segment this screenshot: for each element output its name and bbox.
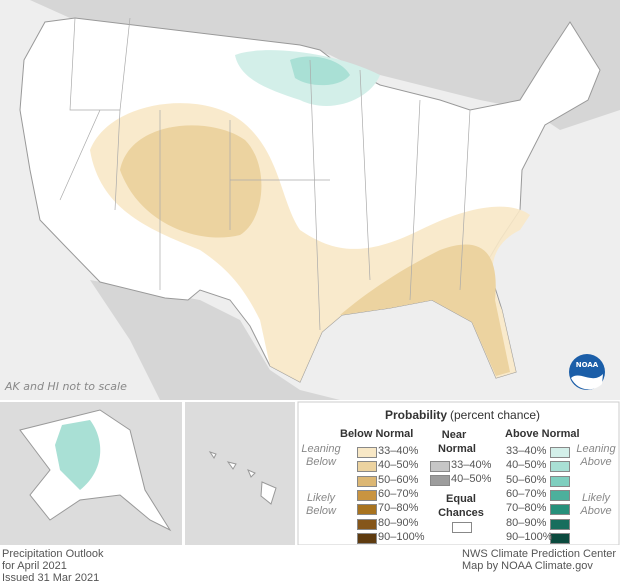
hawaii-panel	[185, 402, 295, 545]
map-note: AK and HI not to scale	[4, 380, 127, 393]
swatch	[357, 504, 377, 516]
range-label: 33–40%	[506, 445, 547, 457]
side-label: Leaning Below	[301, 443, 341, 468]
range-label: 50–60%	[506, 473, 547, 486]
swatch	[550, 504, 570, 516]
canada	[30, 0, 620, 130]
range-label: 60–70%	[378, 487, 419, 500]
noaa-logo: NOAA	[569, 354, 605, 390]
hawaii	[208, 451, 277, 505]
swatch	[550, 447, 570, 458]
range-label: 33–40%	[378, 445, 419, 457]
swatch	[357, 475, 377, 487]
swatch	[452, 522, 472, 533]
above-40-50	[290, 56, 350, 86]
range-label: 40–50%	[378, 459, 419, 472]
range-label: 33–40%	[451, 459, 492, 471]
footer-line: Issued 31 Mar 2021	[2, 572, 100, 584]
range-label: 50–60%	[378, 473, 419, 486]
header: Above Normal	[505, 428, 580, 440]
swatch	[357, 461, 377, 473]
swatch	[430, 461, 450, 472]
logo-wave	[571, 374, 603, 390]
side-label: Likely Above	[580, 492, 612, 517]
footer-line: Map by NOAA Climate.gov	[462, 560, 593, 572]
alaska-above	[55, 420, 101, 490]
swatch	[550, 518, 570, 530]
swatch	[357, 518, 377, 530]
range-label: 80–90%	[378, 516, 419, 529]
range-label: 90–100%	[378, 530, 425, 543]
range-label: 90–100%	[506, 530, 553, 543]
side-label: Likely Below	[306, 492, 336, 517]
state-lines	[59, 17, 471, 331]
footer-line: Precipitation Outlook	[2, 548, 104, 560]
swatch	[357, 489, 377, 501]
swatch	[357, 532, 377, 544]
side-label: Leaning Above	[576, 443, 616, 468]
range-label: 40–50%	[506, 459, 547, 472]
range-label: 40–50%	[451, 473, 492, 486]
logo-text: NOAA	[576, 361, 599, 369]
footer-left: Precipitation Outlook for April 2021 Iss…	[2, 548, 104, 584]
header: Below Normal	[340, 428, 414, 440]
range-label: 70–80%	[378, 502, 419, 515]
swatch	[357, 447, 377, 458]
map: AK and HI not to scale NOAA	[0, 0, 620, 545]
range-label: 70–80%	[506, 502, 547, 515]
swatch	[430, 475, 450, 487]
range-label: 80–90%	[506, 516, 547, 529]
swatch	[550, 475, 570, 487]
legend-subtitle: (percent chance)	[450, 408, 541, 422]
swatch	[550, 532, 570, 544]
footer-line: NWS Climate Prediction Center	[462, 548, 617, 560]
mexico	[90, 280, 340, 400]
below-40-50	[120, 125, 510, 376]
footer-right: NWS Climate Prediction Center Map by NOA…	[462, 548, 616, 572]
equal-label: Equal Chances	[438, 493, 484, 519]
footer-line: for April 2021	[2, 560, 67, 572]
legend-title: Probability	[385, 408, 448, 422]
range-label: 60–70%	[506, 487, 547, 500]
swatch	[550, 489, 570, 501]
swatch	[550, 461, 570, 473]
header: Near Normal	[438, 429, 476, 455]
